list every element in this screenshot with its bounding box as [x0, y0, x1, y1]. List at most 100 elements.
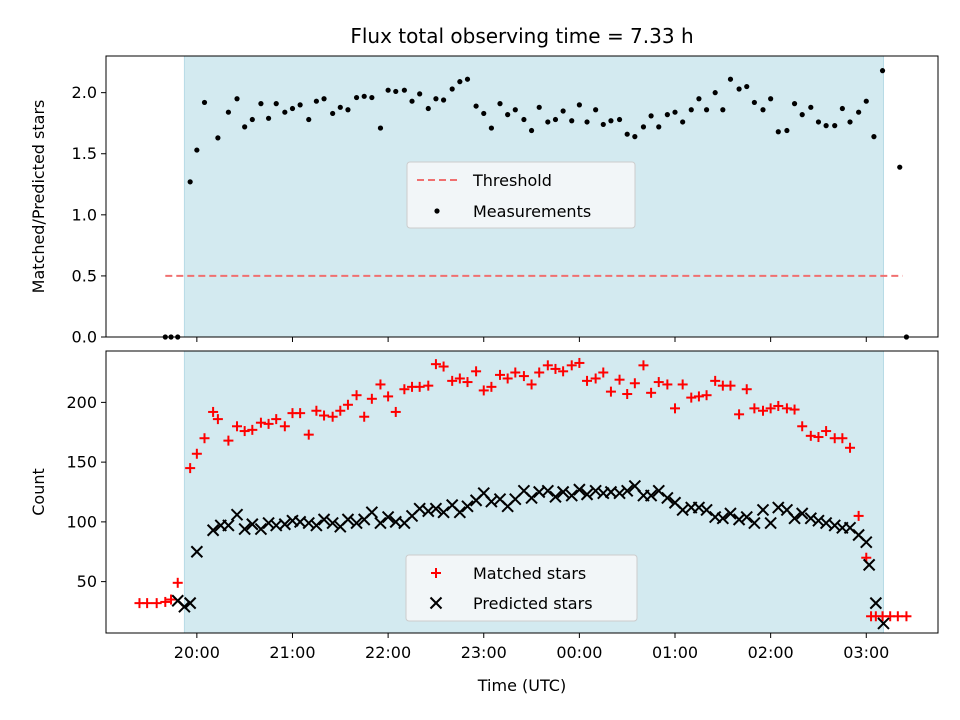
matched-star-point	[166, 594, 177, 605]
predicted-star-point	[573, 483, 586, 496]
predicted-star-point	[246, 518, 259, 531]
predicted-star-point	[788, 512, 801, 525]
predicted-star-point	[541, 484, 555, 498]
predicted-star-point	[525, 491, 538, 505]
measurement-point	[393, 88, 399, 95]
measurement-point	[823, 123, 829, 129]
matched-star-point	[232, 421, 243, 432]
predicted-star-point	[365, 506, 379, 519]
measurement-point	[560, 108, 566, 114]
matched-star-point	[366, 393, 377, 404]
legend-matched-label: Matched stars	[473, 564, 586, 583]
predicted-star-point	[317, 513, 331, 526]
measurement-point	[401, 87, 407, 93]
predicted-star-point	[190, 545, 204, 558]
predicted-star-point	[661, 491, 674, 505]
predicted-star-point	[877, 617, 890, 630]
predicted-star-point	[206, 524, 220, 537]
y-tick-label: 0.0	[72, 328, 97, 347]
matched-star-point	[590, 373, 601, 384]
predicted-star-point	[732, 513, 746, 526]
predicted-star-point	[692, 501, 706, 514]
measurement-point	[672, 109, 678, 115]
measurement-point	[409, 98, 415, 104]
measurement-point	[505, 112, 511, 118]
predicted-star-point	[756, 503, 770, 517]
measurement-point	[648, 113, 654, 119]
matched-star-point	[327, 411, 338, 422]
measurement-point	[194, 147, 200, 153]
measurement-point	[584, 119, 590, 125]
measurement-point	[616, 116, 623, 123]
matched-star-point	[725, 380, 736, 391]
measurement-point	[249, 116, 255, 123]
measurement-point	[433, 96, 439, 102]
predicted-star-point	[350, 516, 363, 530]
matched-star-point	[605, 386, 616, 397]
matched-star-point	[701, 390, 712, 401]
predicted-star-point	[795, 507, 809, 520]
matched-star-point	[471, 366, 482, 377]
measurement-point	[720, 107, 726, 113]
matched-star-point	[781, 403, 792, 414]
legend-plus-mark	[431, 568, 441, 578]
x-axis-label: Time (UTC)	[477, 676, 566, 695]
ratio-panel: 0.00.51.01.52.0 Matched/Predicted stars …	[29, 55, 939, 347]
predicted-star-point	[453, 506, 467, 519]
matched-star-point	[534, 367, 545, 378]
measurement-point	[369, 94, 375, 101]
x-tick-label: 21:00	[269, 643, 315, 662]
matched-star-point	[837, 433, 848, 444]
measurement-point	[863, 98, 869, 104]
measurement-point	[289, 105, 296, 112]
measurement-point	[497, 101, 503, 107]
measurement-point	[225, 109, 232, 115]
predicted-star-point	[764, 516, 777, 530]
matched-star-point	[653, 377, 664, 388]
matched-star-point	[765, 403, 776, 414]
predicted-star-point	[238, 522, 251, 536]
predicted-star-point	[230, 508, 244, 521]
y-tick-label: 100	[66, 512, 97, 531]
matched-star-point	[710, 375, 721, 386]
matched-star-point	[741, 384, 752, 395]
matched-star-point	[239, 426, 250, 437]
measurement-point	[608, 118, 614, 124]
matched-star-point	[495, 369, 506, 380]
y-tick-label: 150	[66, 453, 97, 472]
measurement-point	[832, 123, 838, 129]
measurement-point	[847, 119, 853, 125]
matched-star-point	[622, 389, 633, 400]
measurement-point	[712, 90, 718, 96]
axes-frame-bottom	[105, 350, 939, 634]
predicted-star-point	[869, 596, 883, 610]
measurement-point	[528, 127, 535, 134]
measurement-point	[512, 107, 518, 113]
matched-star-point	[757, 405, 768, 416]
y-tick-label: 50	[77, 572, 97, 591]
matched-star-point	[191, 448, 202, 459]
predicted-star-point	[580, 488, 594, 501]
legend-threshold-label: Threshold	[472, 171, 552, 190]
predicted-star-point	[381, 510, 395, 524]
predicted-star-point	[461, 500, 474, 513]
matched-star-point	[638, 360, 649, 371]
predicted-star-point	[828, 519, 841, 532]
x-tick-label: 00:00	[556, 643, 602, 662]
matched-star-point	[255, 417, 266, 428]
matched-star-point	[734, 409, 745, 420]
predicted-star-point	[620, 484, 634, 498]
predicted-star-point	[652, 484, 665, 498]
predicted-star-point	[437, 506, 450, 519]
measurement-point	[457, 79, 463, 85]
matched-star-point	[383, 391, 394, 402]
matched-star-point	[646, 387, 657, 398]
matched-star-point	[263, 418, 274, 429]
measurement-point	[751, 99, 757, 106]
predicted-star-point	[748, 516, 761, 530]
measurement-point	[879, 68, 886, 74]
matched-star-point	[223, 435, 234, 446]
matched-star-point	[319, 410, 330, 421]
predicted-star-point	[724, 507, 737, 520]
